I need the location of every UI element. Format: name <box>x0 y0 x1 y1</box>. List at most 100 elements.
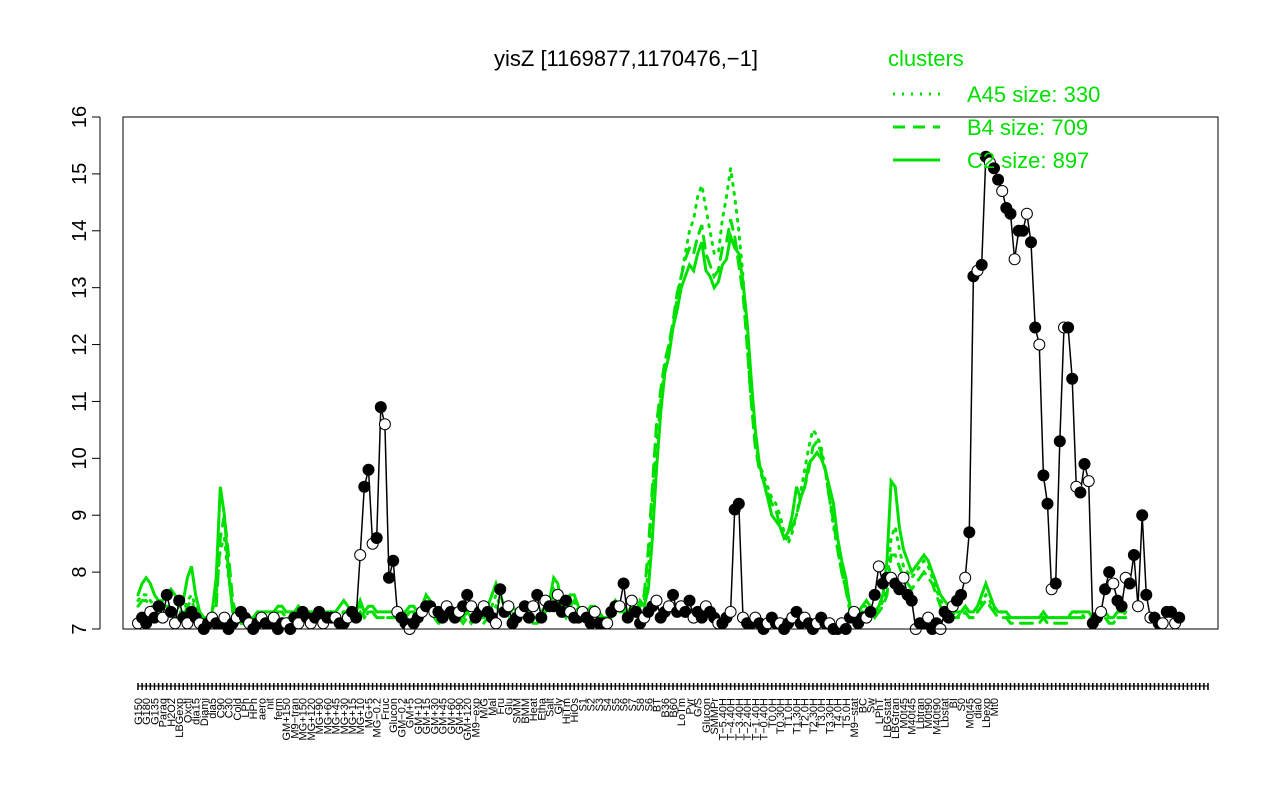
data-point <box>362 463 375 476</box>
x-tick-label: LBGtran <box>890 698 902 739</box>
x-tick-label: MG+30 <box>339 698 351 734</box>
x-tick-label: dia0 <box>973 698 985 719</box>
data-point <box>988 162 1000 175</box>
x-tick-label: BT <box>652 698 664 712</box>
data-point <box>922 611 935 624</box>
data-point <box>617 577 630 590</box>
data-point <box>1066 372 1079 385</box>
data-point <box>1049 577 1062 590</box>
x-tick-label: Paraq <box>158 698 170 727</box>
x-tick-label: GM+15 <box>421 698 433 734</box>
plot-frame <box>122 116 1219 630</box>
data-point <box>551 588 564 601</box>
y-tick-label: 15 <box>69 163 91 185</box>
data-point <box>1136 509 1149 522</box>
x-tick-label: T0.0H <box>767 698 779 728</box>
x-tick-label: T−0.40H <box>759 698 771 741</box>
x-tick-label: ferm <box>273 698 285 720</box>
y-tick-label: 16 <box>69 106 91 128</box>
data-point <box>732 497 745 510</box>
data-point <box>523 611 535 624</box>
data-point <box>1033 338 1046 351</box>
data-point <box>378 418 391 431</box>
y-tick-label: 12 <box>69 333 91 355</box>
x-tick-label: T1.0H <box>783 698 795 728</box>
x-tick-label: M0t90 <box>923 698 935 729</box>
x-tick-label: SMMPr <box>709 698 721 735</box>
x-tick-label: dia5 <box>207 698 219 719</box>
x-tick-label: GM+60 <box>446 698 458 734</box>
y-tick-label: 10 <box>69 447 91 469</box>
y-tick-label: 14 <box>69 220 91 242</box>
data-point <box>354 549 367 561</box>
x-tick-label: T−3.40H <box>734 698 746 741</box>
x-tick-label: G/S <box>693 698 705 717</box>
y-tick-label: 11 <box>69 391 91 412</box>
x-tick-label: MG+10 <box>355 698 367 734</box>
data-point <box>1082 475 1095 488</box>
x-tick-label: T3.30H <box>824 698 836 734</box>
data-point <box>868 588 881 601</box>
x-tick-label: SMM <box>512 698 524 724</box>
data-point <box>1095 605 1107 618</box>
data-point <box>387 554 400 567</box>
x-tick-label: S2 <box>586 698 598 711</box>
x-tick-label: GM+10 <box>413 698 425 734</box>
x-tick-label: MG−0.2 <box>372 698 384 737</box>
x-tick-label: G150 <box>133 698 145 725</box>
legend-label: A45 size: 330 <box>967 82 1100 107</box>
data-point <box>942 611 955 624</box>
x-tick-label: MG+45 <box>331 698 343 734</box>
x-tick-label: MG+15 <box>347 698 359 734</box>
data-point <box>527 600 540 613</box>
data-point <box>383 571 395 584</box>
x-tick-label: GM+45 <box>438 698 450 734</box>
x-tick-label: LPh <box>240 698 252 718</box>
data-point <box>358 480 371 493</box>
x-tick-label: M9−exp <box>470 698 482 737</box>
data-point <box>1029 321 1042 334</box>
data-point <box>1037 469 1050 482</box>
x-tick-label: M9−stat <box>849 698 861 737</box>
x-tick-label: nit <box>265 698 277 710</box>
x-tick-label: H2O2 <box>166 698 178 727</box>
data-point <box>963 526 976 539</box>
data-point <box>1008 253 1021 266</box>
data-point <box>897 571 910 584</box>
data-point <box>650 594 663 607</box>
legend-label: B4 size: 709 <box>967 115 1088 140</box>
data-point <box>531 588 544 601</box>
data-point <box>1107 577 1120 590</box>
x-tick-label: T2.30H <box>808 698 820 734</box>
x-tick-label: M0t45 <box>898 698 910 729</box>
x-tick-label: Mt0 <box>989 698 1001 716</box>
x-tick-label: T1.30H <box>791 698 803 734</box>
x-tick-label: Salt <box>545 698 557 717</box>
data-point <box>494 583 507 596</box>
x-tick-label: T4.0H <box>833 698 845 728</box>
data-point <box>1103 566 1116 579</box>
data-point <box>1053 435 1066 448</box>
data-point <box>152 600 165 613</box>
x-tick-label: BI <box>948 698 960 708</box>
data-point <box>662 600 675 613</box>
x-tick-label: B36 <box>660 698 672 718</box>
x-tick-label: MG+150 <box>298 698 310 741</box>
x-axis: G150G180G135ParaqH2O2LBGexpOxctldia15Dia… <box>133 683 1209 741</box>
x-tick-label: T−5.40H <box>717 698 729 741</box>
x-tick-label: BC <box>857 698 869 713</box>
x-tick-label: T5.0H <box>841 698 853 728</box>
data-point <box>313 605 326 618</box>
data-point <box>1020 207 1033 220</box>
cluster-lines <box>136 167 1128 626</box>
data-point <box>1140 588 1153 601</box>
x-tick-label: GM−0.2 <box>396 698 408 737</box>
data-point <box>1165 605 1177 618</box>
data-point <box>160 588 173 601</box>
x-tick-label: GM+150 <box>281 698 293 741</box>
x-tick-label: Heat <box>528 698 540 721</box>
data-point <box>1127 549 1140 561</box>
x-tick-label: Sw <box>866 698 878 713</box>
data-point <box>547 600 560 613</box>
